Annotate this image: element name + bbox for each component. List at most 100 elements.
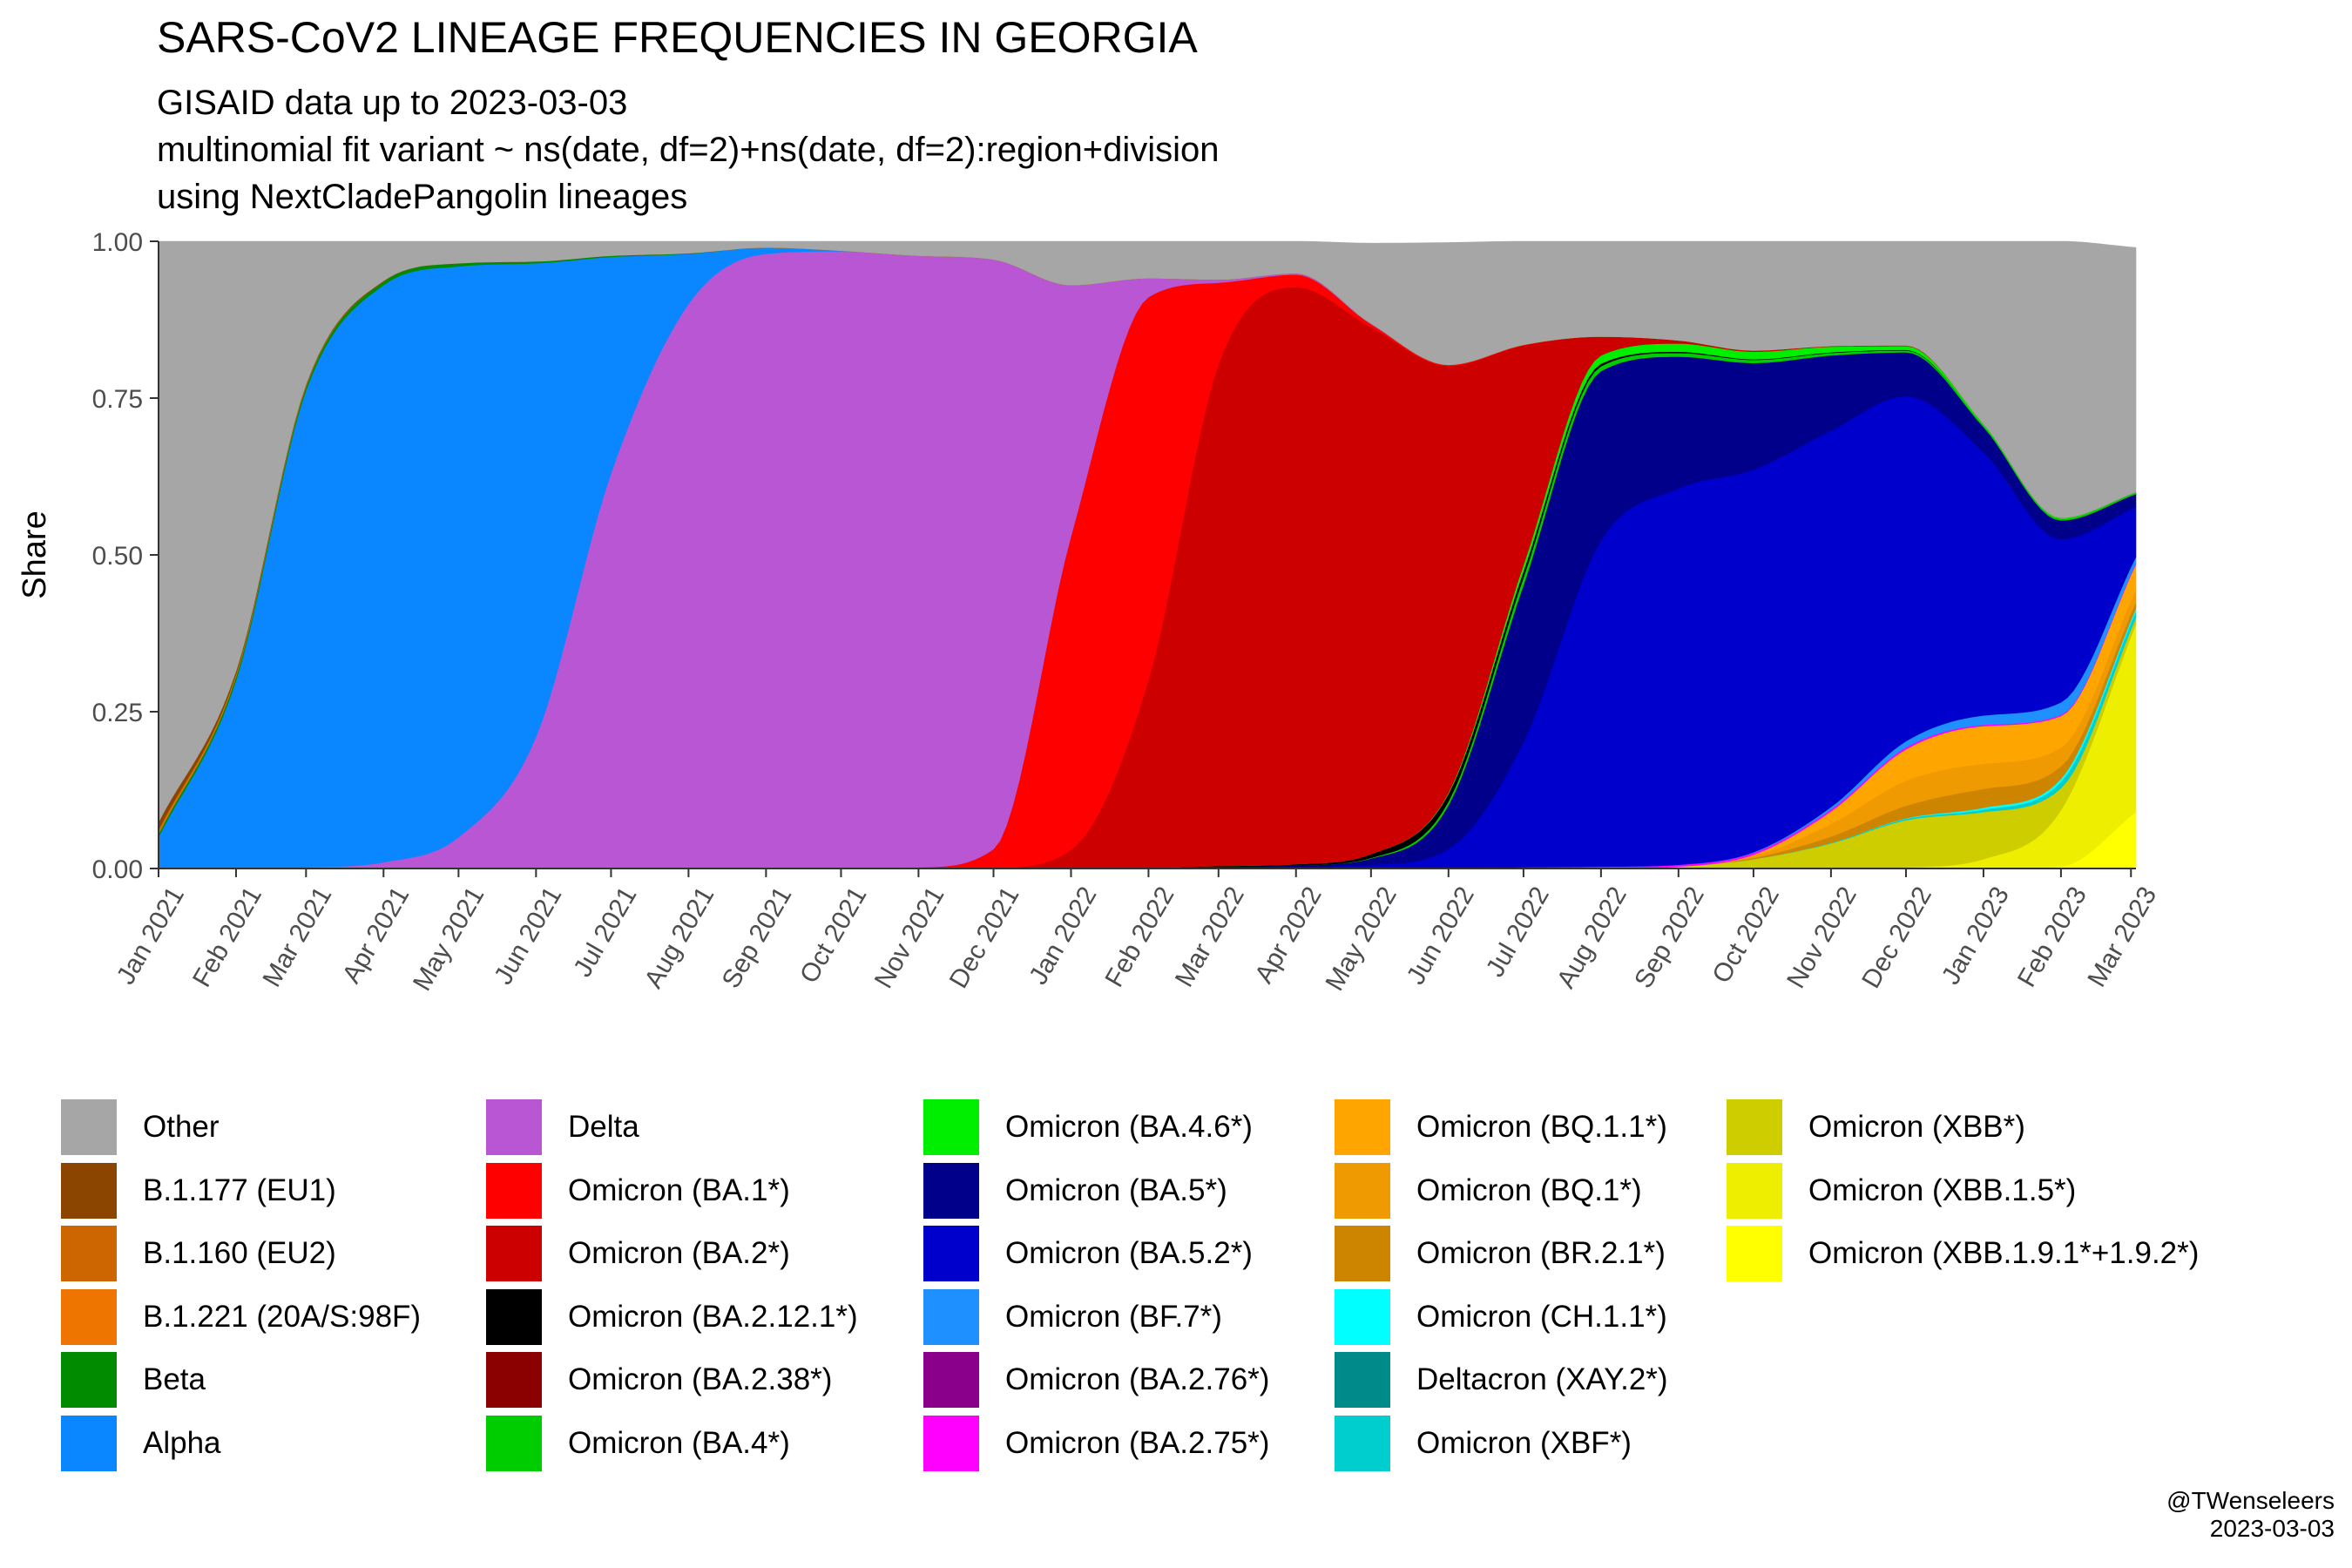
legend-item-omicron-ba-4-6: Omicron (BA.4.6*) xyxy=(923,1096,1253,1159)
x-tick-label: Mar 2021 xyxy=(257,882,337,991)
legend-label: B.1.160 (EU2) xyxy=(143,1236,336,1270)
legend-label: Omicron (XBB*) xyxy=(1808,1110,2025,1144)
x-tick-label: Aug 2021 xyxy=(639,882,720,993)
legend-swatch xyxy=(1727,1162,1782,1219)
x-tick-label: Jan 2021 xyxy=(112,882,190,989)
y-tick-label: 0.25 xyxy=(92,699,143,727)
legend-swatch xyxy=(61,1415,117,1471)
chart-title: SARS-CoV2 LINEAGE FREQUENCIES IN GEORGIA xyxy=(157,13,1198,62)
legend-item-omicron-ba-5-2: Omicron (BA.5.2*) xyxy=(923,1222,1253,1285)
x-tick-label: May 2021 xyxy=(408,882,490,996)
legend-swatch xyxy=(61,1226,117,1281)
legend-item-omicron-xbb: Omicron (XBB*) xyxy=(1727,1096,2025,1159)
legend-label: Omicron (BA.2*) xyxy=(568,1236,790,1270)
legend-swatch xyxy=(61,1288,117,1345)
legend-item-omicron-ba-5: Omicron (BA.5*) xyxy=(923,1159,1227,1222)
credit-handle: @TWenseleers xyxy=(2166,1487,2335,1514)
legend-item-omicron-ba-2-75: Omicron (BA.2.75*) xyxy=(923,1412,1269,1475)
legend-item-alpha: Alpha xyxy=(61,1412,221,1475)
x-tick-label: Dec 2022 xyxy=(1856,882,1937,993)
credit: @TWenseleers 2023-03-03 xyxy=(2166,1487,2335,1543)
legend-label: Omicron (BA.4*) xyxy=(568,1425,790,1460)
legend-swatch xyxy=(61,1162,117,1219)
credit-date: 2023-03-03 xyxy=(2209,1515,2335,1542)
legend-swatch xyxy=(1335,1099,1390,1155)
x-tick-label: Aug 2022 xyxy=(1551,882,1632,993)
legend-swatch xyxy=(923,1415,979,1471)
legend-swatch xyxy=(923,1288,979,1345)
legend-swatch xyxy=(1335,1226,1390,1281)
legend-label: Omicron (BR.2.1*) xyxy=(1416,1236,1666,1270)
x-tick-label: Jun 2022 xyxy=(1402,882,1480,989)
legend-label: Omicron (BA.2.76*) xyxy=(1005,1362,1270,1396)
legend-item-omicron-ba-2: Omicron (BA.2*) xyxy=(486,1222,790,1285)
legend-swatch xyxy=(486,1415,542,1471)
chart-legend: Other B.1.177 (EU1) B.1.160 (EU2) B.1.221 (… xyxy=(61,1096,2291,1479)
legend-label: Omicron (BQ.1*) xyxy=(1416,1173,1642,1207)
y-tick-label: 0.00 xyxy=(92,855,143,884)
legend-item-b-1-221-20a-s-98f: B.1.221 (20A/S:98F) xyxy=(61,1286,421,1348)
x-tick-label: Nov 2021 xyxy=(869,882,950,993)
legend-item-omicron-ba-2-12-1: Omicron (BA.2.12.1*) xyxy=(486,1286,858,1348)
legend-label: Omicron (BA.2.38*) xyxy=(568,1362,833,1396)
x-tick-label: Nov 2022 xyxy=(1781,882,1862,993)
legend-item-other: Other xyxy=(61,1096,220,1159)
legend-item-delta: Delta xyxy=(486,1096,639,1159)
legend-item-b-1-177-eu1: B.1.177 (EU1) xyxy=(61,1159,336,1222)
legend-swatch xyxy=(486,1226,542,1281)
legend-swatch xyxy=(61,1099,117,1155)
legend-label: Omicron (BA.4.6*) xyxy=(1005,1110,1253,1144)
x-tick-label: Feb 2023 xyxy=(2012,882,2092,991)
x-tick-label: Oct 2022 xyxy=(1707,882,1785,988)
x-tick-label: Dec 2021 xyxy=(944,882,1025,993)
legend-label: Omicron (BF.7*) xyxy=(1005,1299,1222,1334)
legend-swatch xyxy=(1335,1415,1390,1471)
x-tick-label: Mar 2023 xyxy=(2082,882,2162,991)
legend-item-omicron-bq-1: Omicron (BQ.1*) xyxy=(1335,1159,1642,1222)
legend-swatch xyxy=(61,1352,117,1408)
legend-label: Omicron (XBB.1.9.1*+1.9.2*) xyxy=(1808,1236,2200,1270)
legend-item-omicron-ba-1: Omicron (BA.1*) xyxy=(486,1159,790,1222)
legend-item-omicron-ba-2-76: Omicron (BA.2.76*) xyxy=(923,1348,1269,1411)
chart-subtitle-lineages: using NextCladePangolin lineages xyxy=(157,178,688,216)
legend-swatch xyxy=(923,1099,979,1155)
x-tick-label: Jun 2021 xyxy=(489,882,567,989)
legend-label: Other xyxy=(143,1110,220,1144)
legend-swatch xyxy=(1335,1162,1390,1219)
legend-swatch xyxy=(1335,1352,1390,1408)
legend-label: B.1.221 (20A/S:98F) xyxy=(143,1299,422,1334)
legend-label: Omicron (BQ.1.1*) xyxy=(1416,1110,1667,1144)
legend-item-omicron-xbf: Omicron (XBF*) xyxy=(1335,1412,1632,1475)
x-tick-label: Apr 2021 xyxy=(337,882,415,988)
legend-item-omicron-ba-4: Omicron (BA.4*) xyxy=(486,1412,790,1475)
legend-item-omicron-ch-1-1: Omicron (CH.1.1*) xyxy=(1335,1286,1667,1348)
legend-swatch xyxy=(1335,1288,1390,1345)
legend-item-omicron-xbb-1-5: Omicron (XBB.1.5*) xyxy=(1727,1159,2076,1222)
chart-subtitle-data-source: GISAID data up to 2023-03-03 xyxy=(157,84,628,122)
legend-item-beta: Beta xyxy=(61,1348,206,1411)
legend-swatch xyxy=(486,1162,542,1219)
legend-item-omicron-ba-2-38: Omicron (BA.2.38*) xyxy=(486,1348,832,1411)
legend-item-omicron-br-2-1: Omicron (BR.2.1*) xyxy=(1335,1222,1666,1285)
area-other xyxy=(158,240,2137,822)
legend-item-deltacron-xay-2: Deltacron (XAY.2*) xyxy=(1335,1348,1668,1411)
x-tick-label: Oct 2021 xyxy=(794,882,872,988)
chart-subtitle-model: multinomial fit variant ~ ns(date, df=2)… xyxy=(157,131,1220,169)
legend-label: Omicron (BA.1*) xyxy=(568,1173,790,1207)
legend-label: Omicron (BA.2.12.1*) xyxy=(568,1299,858,1334)
x-tick-label: Jul 2022 xyxy=(1481,882,1555,982)
x-tick-label: Sep 2021 xyxy=(717,882,798,993)
legend-label: Omicron (CH.1.1*) xyxy=(1416,1299,1667,1334)
legend-item-omicron-bq-1-1: Omicron (BQ.1.1*) xyxy=(1335,1096,1667,1159)
legend-label: Omicron (BA.5*) xyxy=(1005,1173,1227,1207)
y-tick-label: 0.75 xyxy=(92,385,143,414)
legend-swatch xyxy=(923,1226,979,1281)
x-tick-label: Jan 2023 xyxy=(1936,882,2015,989)
legend-label: Omicron (BA.2.75*) xyxy=(1005,1425,1270,1460)
legend-swatch xyxy=(923,1352,979,1408)
legend-swatch xyxy=(486,1352,542,1408)
x-tick-label: Jul 2021 xyxy=(568,882,642,982)
legend-swatch xyxy=(486,1288,542,1345)
legend-item-omicron-bf-7: Omicron (BF.7*) xyxy=(923,1286,1222,1348)
legend-swatch xyxy=(1727,1099,1782,1155)
